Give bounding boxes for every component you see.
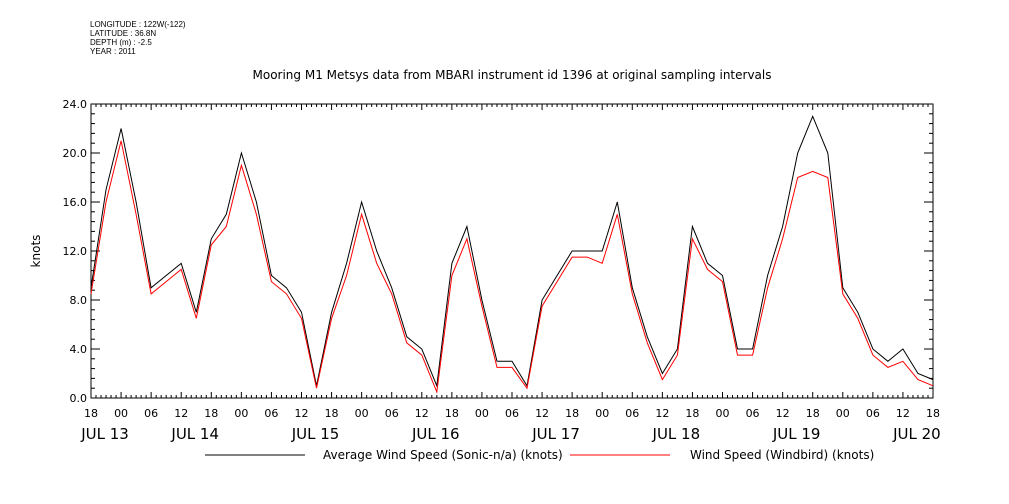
y-tick-label: 0.0: [70, 392, 88, 405]
x-tick-label: 18: [806, 407, 820, 420]
y-tick-label: 4.0: [70, 343, 88, 356]
y-axis-label: knots: [29, 235, 43, 268]
depth-label: DEPTH (m) : -2.5: [90, 38, 152, 47]
x-tick-label: 00: [475, 407, 489, 420]
x-tick-label: 18: [685, 407, 699, 420]
x-tick-label: 12: [655, 407, 669, 420]
x-tick-label: 06: [866, 407, 880, 420]
year-label: YEAR : 2011: [90, 47, 136, 56]
x-tick-label: 18: [445, 407, 459, 420]
x-tick-label: 12: [535, 407, 549, 420]
series-lines: [90, 114, 934, 394]
x-tick-label: 00: [234, 407, 248, 420]
x-tick-label: 00: [836, 407, 850, 420]
x-tick-label: 12: [295, 407, 309, 420]
series-line-0: [90, 114, 934, 388]
chart-title: Mooring M1 Metsys data from MBARI instru…: [252, 68, 772, 82]
x-tick-label: 12: [776, 407, 790, 420]
y-tick-label: 24.0: [63, 98, 88, 111]
series-line-1: [90, 140, 934, 394]
x-day-label: JUL 18: [652, 425, 701, 443]
axis-ticks: [90, 104, 934, 399]
x-tick-label: 06: [264, 407, 278, 420]
x-day-label: JUL 13: [80, 425, 129, 443]
x-tick-label: 00: [355, 407, 369, 420]
plot-frame: [90, 103, 934, 399]
y-tick-label: 20.0: [63, 147, 88, 160]
y-tick-label: 12.0: [63, 245, 88, 258]
x-tick-label: 12: [174, 407, 188, 420]
x-tick-label: 18: [926, 407, 940, 420]
x-day-label: JUL 17: [531, 425, 580, 443]
longitude-label: LONGITUDE : 122W(-122): [90, 20, 186, 29]
x-day-label: JUL 16: [411, 425, 460, 443]
x-day-labels: JUL 13 JUL 14 JUL 15 JUL 16 JUL 17 JUL 18 JUL …: [80, 425, 941, 443]
y-tick-labels: 0.0 4.0 8.0 12.0 16.0 20.0 24.0: [63, 98, 88, 405]
x-day-label: JUL 15: [291, 425, 340, 443]
x-tick-label: 12: [896, 407, 910, 420]
x-tick-labels: 18 00 06 12 18 00 06 12 18 00 06 12 18 00 06 12 18 00 06 12…: [84, 407, 940, 420]
station-metadata: LONGITUDE : 122W(-122) LATITUDE : 36.8N …: [90, 20, 186, 56]
legend-label-0: Average Wind Speed (Sonic-n/a) (knots): [323, 448, 563, 462]
x-tick-label: 06: [746, 407, 760, 420]
x-day-label: JUL 14: [170, 425, 219, 443]
x-day-label: JUL 20: [892, 425, 941, 443]
legend: Average Wind Speed (Sonic-n/a) (knots) Wi…: [205, 448, 874, 462]
x-tick-label: 00: [114, 407, 128, 420]
x-tick-label: 06: [144, 407, 158, 420]
x-tick-label: 06: [625, 407, 639, 420]
y-tick-label: 16.0: [63, 196, 88, 209]
x-tick-label: 06: [505, 407, 519, 420]
latitude-label: LATITUDE : 36.8N: [90, 29, 157, 38]
y-tick-label: 8.0: [70, 294, 88, 307]
x-day-label: JUL 19: [772, 425, 821, 443]
x-tick-label: 18: [325, 407, 339, 420]
legend-label-1: Wind Speed (Windbird) (knots): [690, 448, 874, 462]
x-tick-label: 18: [84, 407, 98, 420]
x-tick-label: 18: [204, 407, 218, 420]
x-tick-label: 18: [565, 407, 579, 420]
x-tick-label: 00: [716, 407, 730, 420]
x-tick-label: 00: [595, 407, 609, 420]
x-tick-label: 06: [385, 407, 399, 420]
x-tick-label: 12: [415, 407, 429, 420]
